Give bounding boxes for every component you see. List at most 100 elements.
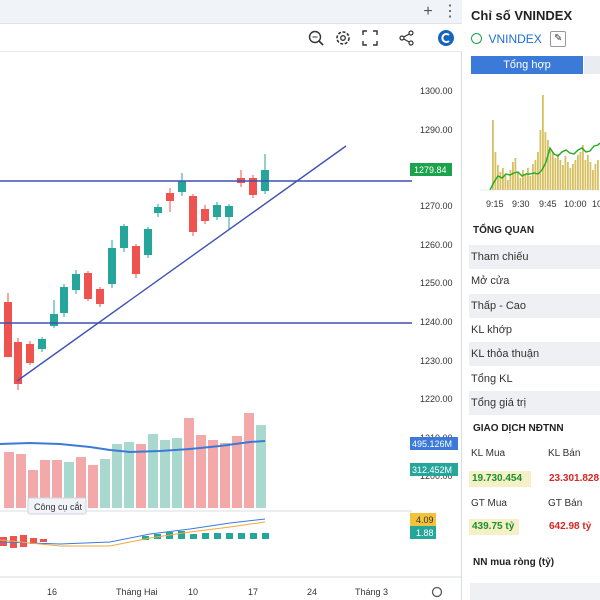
candle-body <box>166 193 174 201</box>
volume-ma-line <box>0 440 266 454</box>
volume-bar <box>76 457 86 508</box>
tab-summary[interactable]: Tổng hợp <box>471 56 583 74</box>
kl-ban-value: 23.301.828 <box>549 473 600 484</box>
axis-settings-icon[interactable] <box>431 586 443 598</box>
volume-label: 312.452M <box>412 465 452 475</box>
volume-bar <box>16 454 26 508</box>
macd-histogram-bar <box>226 533 233 539</box>
fullscreen-icon[interactable] <box>360 28 380 48</box>
mini-volume-bar <box>544 132 547 190</box>
menu-button[interactable]: ⋮ <box>442 3 458 20</box>
intraday-mini-chart: 9:15 9:30 9:45 10:00 10: <box>480 95 600 209</box>
gt-mua-value: 439.75 tỷ <box>472 521 515 532</box>
mini-volume-bar <box>577 155 579 190</box>
mini-volume-bar <box>572 164 574 190</box>
overview-row: Tổng KL <box>471 372 513 385</box>
volume-bar <box>256 425 266 508</box>
volume-bar <box>172 438 182 508</box>
symbol-link[interactable]: VNINDEX <box>488 31 542 46</box>
price-chart[interactable]: 1300.00 1290.00 1270.00 1260.00 1250.00 1240.… <box>0 52 462 600</box>
price-tick-label: 1250.00 <box>420 278 453 288</box>
tooltip-text: Công cụ cắt <box>34 502 83 512</box>
mini-volume-bar <box>494 152 497 190</box>
candle-body <box>225 206 233 217</box>
overview-row: Tham chiếu <box>469 245 600 269</box>
mini-volume-bar <box>567 162 569 190</box>
mini-volume-bar <box>579 152 582 190</box>
mini-volume-bar <box>564 156 567 190</box>
mini-volume-bar <box>514 158 517 190</box>
macd-histogram-bar <box>202 533 209 539</box>
candle-body <box>201 209 209 221</box>
brand-logo-icon[interactable] <box>436 28 456 48</box>
info-tabs: Tổng hợp <box>471 56 600 74</box>
volume-bar <box>64 462 74 508</box>
current-price-label: 1279.84 <box>414 165 447 175</box>
mini-volume-bar <box>497 165 499 190</box>
candle-body <box>60 287 68 313</box>
chart-topbar: + ⋮ <box>0 0 462 24</box>
mini-volume-bar <box>597 160 599 190</box>
share-icon[interactable] <box>397 28 417 48</box>
gt-mua-label: GT Mua <box>471 498 507 509</box>
macd-histogram-bar <box>238 533 245 539</box>
mini-volume-bar <box>589 162 592 190</box>
mini-volume-bar <box>562 165 564 190</box>
time-axis-label: 24 <box>307 587 317 597</box>
add-tab-button[interactable]: + <box>423 3 433 20</box>
info-title: Chỉ số VNINDEX <box>471 8 573 23</box>
mini-volume-bar <box>574 160 577 190</box>
kl-mua-value: 19.730.454 <box>472 473 523 484</box>
gt-mua-box <box>469 519 519 535</box>
symbol-status-icon <box>471 33 482 45</box>
mini-volume-bar <box>507 180 509 190</box>
candle-body <box>189 196 197 232</box>
volume-bar <box>160 440 170 508</box>
macd-histogram-bar <box>142 536 149 540</box>
time-axis-label: 10 <box>188 587 198 597</box>
time-axis-label: 17 <box>248 587 258 597</box>
gear-icon[interactable] <box>333 28 353 48</box>
volume-bar <box>52 460 62 508</box>
zoom-icon[interactable] <box>306 28 326 48</box>
macd-label-2: 1.88 <box>416 528 434 538</box>
macd-histogram-bar <box>262 533 269 539</box>
mini-volume-bar <box>517 172 519 190</box>
symbol-row: VNINDEX ✎ <box>471 30 567 47</box>
macd-label-1: 4.09 <box>416 515 434 525</box>
mini-volume-bar <box>529 176 532 190</box>
candle-body <box>38 339 46 349</box>
net-buy-title: NN mua ròng (tỷ) <box>473 557 555 568</box>
tab-next[interactable] <box>584 56 600 74</box>
mini-volume-bar <box>534 160 537 190</box>
gt-ban-label: GT Bán <box>548 498 583 509</box>
foreign-trading-title: GIAO DỊCH NĐTNN <box>473 423 564 434</box>
pencil-icon[interactable]: ✎ <box>550 30 567 47</box>
candle-body <box>72 274 80 290</box>
price-tick-label: 1300.00 <box>420 86 453 96</box>
candle-body <box>132 246 140 274</box>
macd-panel <box>0 510 462 578</box>
current-price-tag <box>410 163 452 176</box>
mini-volume-bar <box>552 152 554 190</box>
overview-row: Thấp - Cao <box>469 293 600 318</box>
macd-histogram-bar <box>190 534 197 539</box>
mini-volume-bar <box>499 172 502 190</box>
trendline <box>16 145 347 382</box>
overview-title: TỔNG QUAN <box>473 225 535 236</box>
price-tick-label: 1240.00 <box>420 317 453 327</box>
macd-tag-2 <box>410 526 436 539</box>
candle-body <box>144 229 152 255</box>
mini-volume-bar <box>527 168 529 190</box>
chart-pane: + ⋮ <box>0 0 462 600</box>
volume-bar <box>232 436 242 508</box>
mini-time-label: 10:00 <box>564 199 587 209</box>
macd-tag-1 <box>410 513 436 526</box>
candle-body <box>50 314 58 326</box>
volume-bar <box>244 413 254 508</box>
overview-row: KL thỏa thuận <box>469 342 600 367</box>
price-tick-label: 1220.00 <box>420 394 453 404</box>
candle-body <box>120 226 128 248</box>
kl-ban-label: KL Bán <box>548 448 581 459</box>
volume-bar <box>40 460 50 508</box>
